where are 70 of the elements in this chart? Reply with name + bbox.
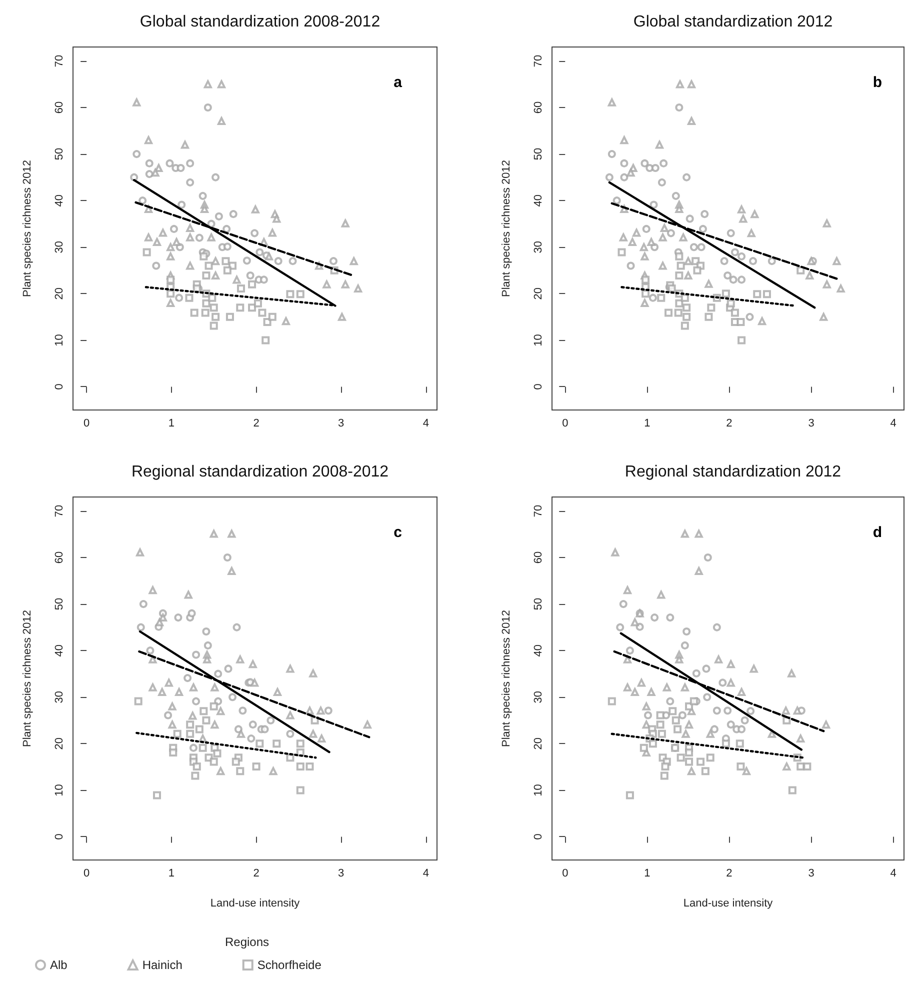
x-tick-label: 0 bbox=[84, 418, 90, 430]
y-tick-label: 30 bbox=[532, 690, 544, 704]
y-tick-label: 40 bbox=[532, 194, 544, 207]
x-tick-label: 4 bbox=[422, 868, 430, 880]
chart-title: Global standardization 2008-2012 bbox=[140, 14, 380, 30]
legend-label: Hainich bbox=[142, 958, 182, 972]
annotation: b bbox=[872, 74, 882, 91]
y-tick-label: 60 bbox=[532, 101, 544, 114]
y-tick-label: 30 bbox=[532, 240, 544, 254]
x-tick-label: 3 bbox=[808, 418, 814, 430]
y-tick-label: 10 bbox=[532, 334, 544, 346]
x-axis-title: Land-use intensity bbox=[683, 898, 774, 910]
y-tick-label: 40 bbox=[532, 644, 544, 657]
x-tick-label: 4 bbox=[890, 418, 896, 430]
annotation: a bbox=[394, 74, 403, 91]
y-tick-label: 60 bbox=[54, 101, 66, 114]
y-tick-label: 0 bbox=[532, 384, 544, 390]
y-tick-label: 60 bbox=[54, 551, 66, 564]
y-tick-label: 10 bbox=[54, 334, 66, 346]
x-tick-label: 1 bbox=[644, 868, 650, 880]
y-tick-label: 30 bbox=[54, 240, 66, 254]
legend-title: Regions bbox=[225, 935, 270, 949]
y-tick-label: 70 bbox=[54, 504, 66, 518]
y-tick-label: 50 bbox=[532, 148, 544, 160]
annotation: c bbox=[394, 524, 402, 541]
y-tick-label: 0 bbox=[532, 834, 544, 840]
y-axis-title: Plant species richness 2012 bbox=[500, 160, 512, 297]
chart-title: Regional standardization 2008-2012 bbox=[131, 464, 389, 480]
x-tick-label: 2 bbox=[726, 418, 732, 430]
chart-title: Global standardization 2012 bbox=[633, 14, 833, 30]
x-tick-label: 0 bbox=[84, 868, 90, 880]
legend-label: Alb bbox=[50, 958, 68, 972]
y-tick-label: 50 bbox=[532, 598, 544, 610]
y-tick-label: 40 bbox=[54, 644, 66, 657]
y-tick-label: 10 bbox=[532, 784, 544, 796]
x-tick-label: 2 bbox=[726, 868, 732, 880]
y-axis-title: Plant species richness 2012 bbox=[500, 610, 512, 747]
y-tick-label: 70 bbox=[532, 54, 544, 68]
y-tick-label: 30 bbox=[54, 690, 66, 704]
x-axis-title: Land-use intensity bbox=[210, 898, 300, 910]
y-tick-label: 70 bbox=[54, 54, 66, 68]
y-tick-label: 20 bbox=[532, 738, 544, 750]
legend-label: Schorfheide bbox=[257, 958, 322, 972]
y-tick-label: 20 bbox=[54, 288, 66, 300]
x-tick-label: 4 bbox=[890, 868, 896, 880]
x-tick-label: 4 bbox=[422, 418, 430, 430]
y-tick-label: 20 bbox=[532, 288, 544, 300]
x-tick-label: 1 bbox=[168, 868, 174, 880]
x-tick-label: 1 bbox=[644, 418, 650, 430]
y-axis-title: Plant species richness 2012 bbox=[22, 610, 34, 747]
y-tick-label: 0 bbox=[54, 834, 66, 840]
annotation: d bbox=[872, 524, 882, 541]
y-tick-label: 10 bbox=[54, 784, 66, 796]
x-tick-label: 0 bbox=[562, 418, 568, 430]
x-tick-label: 2 bbox=[253, 418, 260, 430]
x-tick-label: 3 bbox=[338, 418, 344, 430]
y-tick-label: 20 bbox=[54, 738, 66, 750]
x-tick-label: 0 bbox=[562, 868, 568, 880]
x-tick-label: 3 bbox=[338, 868, 344, 880]
x-tick-label: 2 bbox=[253, 868, 260, 880]
y-tick-label: 50 bbox=[54, 598, 66, 610]
chart-title: Regional standardization 2012 bbox=[624, 464, 842, 480]
x-tick-label: 3 bbox=[808, 868, 814, 880]
y-tick-label: 0 bbox=[54, 384, 66, 390]
x-tick-label: 1 bbox=[168, 418, 174, 430]
y-tick-label: 60 bbox=[532, 551, 544, 564]
y-tick-label: 50 bbox=[54, 148, 66, 160]
y-axis-title: Plant species richness 2012 bbox=[22, 160, 34, 297]
y-tick-label: 70 bbox=[532, 504, 544, 518]
y-tick-label: 40 bbox=[54, 194, 66, 207]
